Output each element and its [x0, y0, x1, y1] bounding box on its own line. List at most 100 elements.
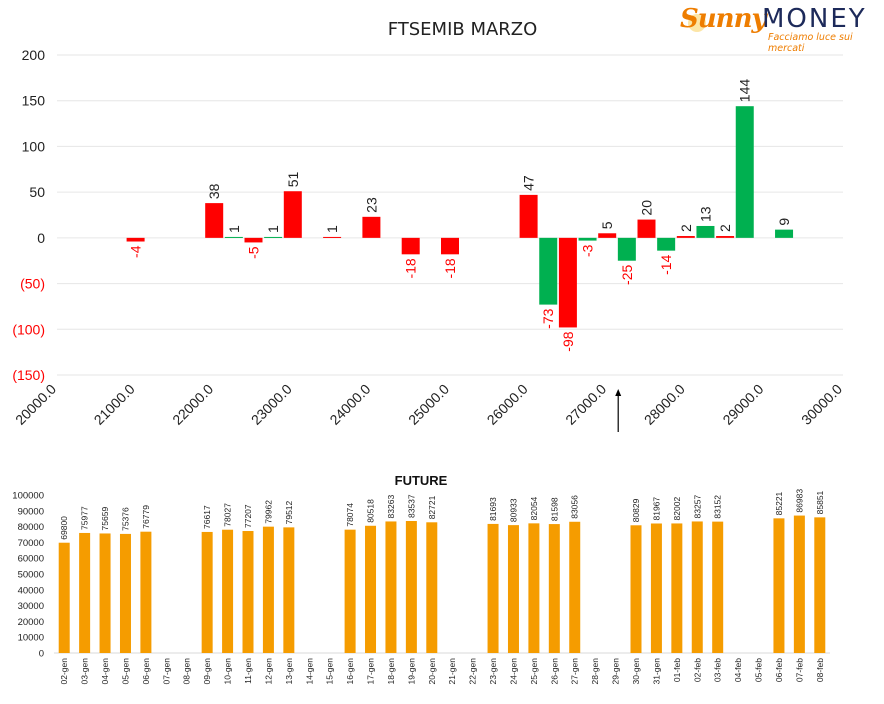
x-tick-label: 05-feb [754, 658, 764, 682]
bar [558, 237, 577, 328]
x-tick-label: 09-gen [202, 658, 212, 685]
x-tick-label: 27000.0 [562, 381, 609, 428]
bar [637, 219, 656, 238]
data-label: 78074 [345, 503, 355, 527]
x-tick-label: 03-feb [713, 658, 723, 682]
x-tick-label: 05-gen [120, 658, 130, 685]
x-tick-label: 01-feb [672, 658, 682, 682]
bar [691, 521, 703, 653]
y-tick-label: 150 [22, 93, 46, 109]
y-tick-label: 50000 [18, 570, 44, 581]
bar [126, 237, 145, 242]
bar [716, 236, 735, 238]
bar [548, 524, 560, 653]
data-label: 2 [717, 224, 733, 232]
logo-tagline: Facciamo luce sui mercati [768, 32, 853, 54]
x-tick-label: 15-gen [325, 658, 335, 685]
x-tick-label: 18-gen [386, 658, 396, 685]
data-label: -14 [658, 254, 674, 274]
y-tick-label: 20000 [18, 617, 44, 628]
x-tick-label: 11-gen [243, 658, 253, 684]
bar [323, 236, 342, 238]
y-tick-label: 70000 [18, 538, 44, 549]
x-tick-label: 26000.0 [484, 381, 531, 428]
y-tick-label: 0 [39, 649, 44, 660]
x-tick-label: 28-gen [590, 658, 600, 685]
bar [657, 237, 676, 251]
data-label: 76779 [141, 505, 151, 529]
arrow-head-icon [615, 389, 622, 396]
bar [426, 522, 438, 653]
x-tick-label: 31-gen [651, 658, 661, 685]
data-label: 1 [265, 225, 281, 233]
bar [735, 106, 754, 238]
y-tick-label: (150) [12, 367, 45, 383]
bar [283, 527, 295, 653]
bar [365, 525, 377, 653]
x-tick-label: 29000.0 [719, 381, 766, 428]
x-tick-label: 07-feb [794, 658, 804, 682]
data-label: -18 [442, 258, 458, 278]
bar [385, 521, 397, 653]
x-tick-label: 21000.0 [91, 381, 138, 428]
data-label: 75376 [120, 507, 130, 531]
data-label: 77207 [243, 504, 253, 528]
bar [201, 531, 213, 653]
x-tick-label: 30000.0 [798, 381, 845, 428]
bar [401, 237, 420, 255]
data-label: 38 [206, 183, 222, 199]
data-label: 79512 [284, 500, 294, 524]
future-chart: FUTURE 0 10000 20000 30000 40000 50000 60000 70… [12, 473, 830, 685]
sun-icon [688, 14, 706, 32]
bar [140, 531, 152, 653]
x-tick-label: 04-feb [733, 658, 743, 682]
x-tick-label: 26-gen [549, 658, 559, 685]
x-tick-label: 17-gen [366, 658, 376, 685]
data-label: 2 [678, 224, 694, 232]
data-label: 69800 [59, 516, 69, 540]
x-tick-label: 16-gen [345, 658, 355, 685]
data-label: 82054 [529, 496, 539, 520]
logo: Sunny MONEY Facciamo luce sui mercati [680, 4, 880, 54]
data-label: 9 [776, 218, 792, 226]
data-label: 80518 [366, 499, 376, 523]
bar [487, 523, 499, 653]
bar [814, 517, 826, 653]
y-tick-label: 0 [37, 230, 45, 246]
x-tick-label: 20000.0 [12, 381, 59, 428]
x-tick-label: 25-gen [529, 658, 539, 685]
bar [671, 523, 683, 653]
data-label: 75659 [100, 507, 110, 531]
data-label: 83257 [692, 495, 702, 519]
x-tick-label: 28000.0 [641, 381, 688, 428]
x-tick-label: 24-gen [508, 658, 518, 685]
bar [676, 236, 695, 238]
data-label: 51 [285, 171, 301, 187]
x-tick-label: 23-gen [488, 658, 498, 685]
x-tick-label: 08-gen [182, 658, 192, 685]
data-label: 47 [521, 175, 537, 191]
data-label: -4 [128, 245, 144, 258]
data-label: 80829 [631, 498, 641, 522]
bar [344, 529, 356, 653]
x-tick-label: 02-gen [59, 658, 69, 685]
bar [242, 531, 254, 653]
bar [205, 203, 224, 238]
bar [119, 533, 131, 653]
y-tick-label: 10000 [18, 633, 44, 644]
data-label: -5 [246, 246, 262, 259]
x-tick-label: 24000.0 [326, 381, 373, 428]
bar [696, 225, 715, 238]
x-tick-label: 21-gen [447, 658, 457, 685]
data-label: 85851 [815, 490, 825, 514]
x-tick-label: 30-gen [631, 658, 641, 685]
data-label: 82002 [672, 497, 682, 521]
x-tick-label: 08-feb [815, 658, 825, 682]
data-label: 85221 [774, 491, 784, 515]
x-tick-label: 25000.0 [405, 381, 452, 428]
x-tick-label: 13-gen [284, 658, 294, 685]
x-tick-label: 06-feb [774, 658, 784, 682]
data-label: 75977 [80, 506, 90, 530]
bar [528, 523, 540, 653]
y-tick-label: 50 [29, 184, 45, 200]
